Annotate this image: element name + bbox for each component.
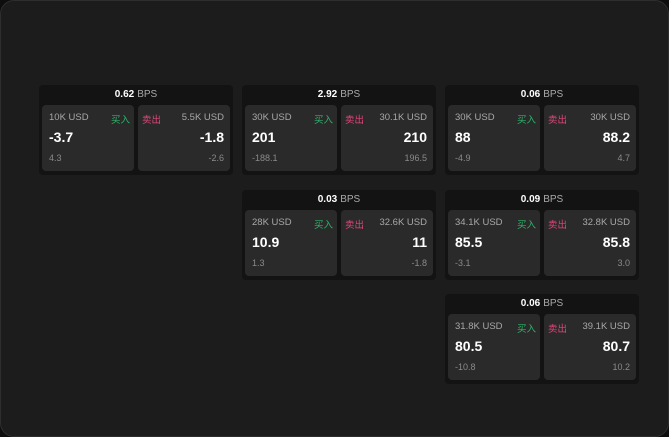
spread-unit: BPS bbox=[137, 89, 158, 100]
buy-panel[interactable]: 30K USD 买入 201 -188.1 bbox=[245, 105, 337, 171]
sell-price: 85.8 bbox=[602, 234, 630, 250]
sell-label: 卖出 bbox=[548, 324, 568, 335]
quote-card: 0.03 BPS 28K USD 买入 10.9 1.3 卖出 32.6K USD… bbox=[242, 190, 436, 280]
buy-panel[interactable]: 31.8K USD 买入 80.5 -10.8 bbox=[448, 314, 540, 380]
buy-change: 1.3 bbox=[252, 258, 265, 268]
buy-price: 201 bbox=[252, 129, 276, 145]
sell-price: 11 bbox=[412, 234, 427, 250]
sell-change: -1.8 bbox=[411, 258, 427, 268]
buy-change: 4.3 bbox=[49, 153, 62, 163]
buy-label: 买入 bbox=[313, 115, 333, 126]
sell-price: -1.8 bbox=[199, 129, 224, 145]
quote-card: 0.06 BPS 30K USD 买入 88 -4.9 卖出 30K USD 88… bbox=[445, 85, 639, 175]
spread-unit: BPS bbox=[340, 194, 361, 205]
buy-size: 30K USD bbox=[455, 112, 495, 123]
quote-card: 0.62 BPS 10K USD 买入 -3.7 4.3 卖出 5.5K USD … bbox=[39, 85, 233, 175]
spread-value: 0.62 bbox=[114, 89, 135, 100]
buy-panel[interactable]: 10K USD 买入 -3.7 4.3 bbox=[42, 105, 134, 171]
sell-label: 卖出 bbox=[345, 115, 365, 126]
quote-card: 2.92 BPS 30K USD 买入 201 -188.1 卖出 30.1K U… bbox=[242, 85, 436, 175]
buy-size: 34.1K USD bbox=[455, 217, 503, 228]
spread-value: 0.06 bbox=[520, 298, 541, 309]
buy-label: 买入 bbox=[110, 115, 130, 126]
buy-label: 买入 bbox=[313, 220, 333, 231]
sell-change: 10.2 bbox=[612, 362, 630, 372]
spread-header: 2.92 BPS bbox=[242, 85, 436, 105]
sell-price: 210 bbox=[403, 129, 427, 145]
sell-size: 39.1K USD bbox=[582, 321, 630, 332]
spread-unit: BPS bbox=[543, 194, 564, 205]
spread-header: 0.03 BPS bbox=[242, 190, 436, 210]
sell-label: 卖出 bbox=[345, 220, 365, 231]
quote-card: 0.09 BPS 34.1K USD 买入 85.5 -3.1 卖出 32.8K … bbox=[445, 190, 639, 280]
sell-size: 30.1K USD bbox=[379, 112, 427, 123]
buy-price: -3.7 bbox=[49, 129, 74, 145]
buy-change: -10.8 bbox=[455, 362, 476, 372]
buy-panel[interactable]: 30K USD 买入 88 -4.9 bbox=[448, 105, 540, 171]
sell-label: 卖出 bbox=[142, 115, 162, 126]
buy-price: 10.9 bbox=[252, 234, 280, 250]
buy-change: -188.1 bbox=[252, 153, 278, 163]
sell-panel[interactable]: 卖出 39.1K USD 80.7 10.2 bbox=[544, 314, 636, 380]
quote-card: 0.06 BPS 31.8K USD 买入 80.5 -10.8 卖出 39.1K… bbox=[445, 294, 639, 384]
sell-size: 5.5K USD bbox=[181, 112, 224, 123]
spread-value: 0.06 bbox=[520, 89, 541, 100]
spread-value: 2.92 bbox=[317, 89, 338, 100]
buy-size: 28K USD bbox=[252, 217, 292, 228]
buy-size: 30K USD bbox=[252, 112, 292, 123]
sell-size: 32.6K USD bbox=[379, 217, 427, 228]
sell-label: 卖出 bbox=[548, 220, 568, 231]
sell-price: 80.7 bbox=[602, 338, 630, 354]
sell-size: 32.8K USD bbox=[582, 217, 630, 228]
spread-unit: BPS bbox=[340, 89, 361, 100]
sell-change: 3.0 bbox=[617, 258, 630, 268]
sell-panel[interactable]: 卖出 30K USD 88.2 4.7 bbox=[544, 105, 636, 171]
sell-label: 卖出 bbox=[548, 115, 568, 126]
sell-panel[interactable]: 卖出 5.5K USD -1.8 -2.6 bbox=[138, 105, 230, 171]
spread-unit: BPS bbox=[543, 298, 564, 309]
buy-size: 10K USD bbox=[49, 112, 89, 123]
buy-change: -4.9 bbox=[455, 153, 471, 163]
sell-panel[interactable]: 卖出 30.1K USD 210 196.5 bbox=[341, 105, 433, 171]
sell-size: 30K USD bbox=[590, 112, 630, 123]
sell-price: 88.2 bbox=[602, 129, 630, 145]
buy-price: 85.5 bbox=[455, 234, 483, 250]
spread-header: 0.06 BPS bbox=[445, 85, 639, 105]
buy-size: 31.8K USD bbox=[455, 321, 503, 332]
sell-change: 196.5 bbox=[404, 153, 427, 163]
buy-change: -3.1 bbox=[455, 258, 471, 268]
spread-unit: BPS bbox=[543, 89, 564, 100]
buy-label: 买入 bbox=[516, 115, 536, 126]
buy-panel[interactable]: 28K USD 买入 10.9 1.3 bbox=[245, 210, 337, 276]
spread-header: 0.62 BPS bbox=[39, 85, 233, 105]
sell-change: 4.7 bbox=[617, 153, 630, 163]
spread-header: 0.06 BPS bbox=[445, 294, 639, 314]
spread-header: 0.09 BPS bbox=[445, 190, 639, 210]
sell-change: -2.6 bbox=[208, 153, 224, 163]
spread-value: 0.03 bbox=[317, 194, 338, 205]
spread-value: 0.09 bbox=[520, 194, 541, 205]
buy-price: 80.5 bbox=[455, 338, 483, 354]
buy-label: 买入 bbox=[516, 324, 536, 335]
buy-label: 买入 bbox=[516, 220, 536, 231]
sell-panel[interactable]: 卖出 32.6K USD 11 -1.8 bbox=[341, 210, 433, 276]
buy-panel[interactable]: 34.1K USD 买入 85.5 -3.1 bbox=[448, 210, 540, 276]
buy-price: 88 bbox=[455, 129, 471, 145]
sell-panel[interactable]: 卖出 32.8K USD 85.8 3.0 bbox=[544, 210, 636, 276]
